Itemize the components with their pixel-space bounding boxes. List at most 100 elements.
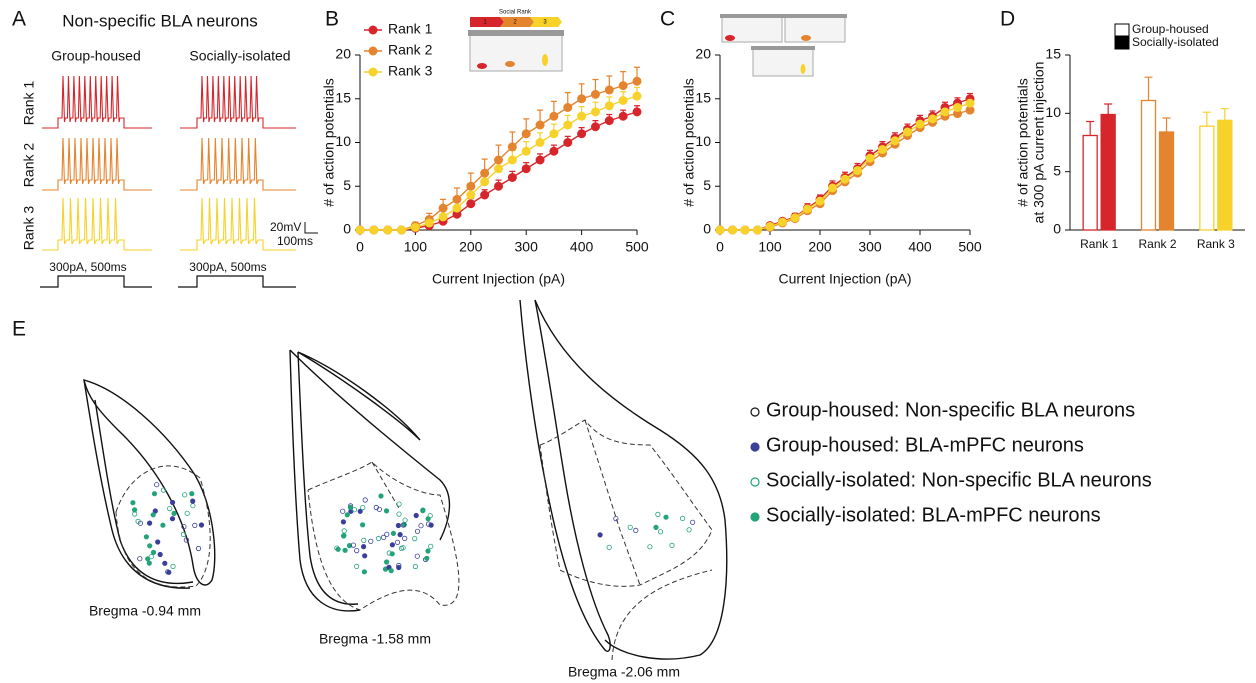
data-point (590, 107, 600, 117)
data-point (953, 103, 962, 112)
y-tick-label: 5 (703, 177, 711, 193)
voltage-trace (180, 75, 296, 129)
y-tick-label: 0 (343, 221, 351, 237)
legend-marker (368, 25, 378, 35)
cell-dot (388, 568, 394, 574)
data-point (466, 199, 476, 209)
data-point (494, 164, 503, 174)
y-tick-label: 0 (1053, 221, 1061, 237)
bla-boundary (584, 419, 713, 661)
cell-dot (342, 547, 348, 553)
cell-dot (378, 493, 384, 499)
data-point (480, 190, 490, 200)
rank-arrow (530, 17, 562, 27)
mouse (725, 35, 735, 41)
legend-label: Socially-isolated: BLA-mPFC neurons (766, 504, 1101, 526)
x-tick-label: 300 (858, 239, 882, 255)
section-label: Bregma -2.06 mm (568, 664, 680, 680)
legend-label: Group-housed: Non-specific BLA neurons (766, 399, 1135, 421)
data-point (618, 96, 628, 105)
data-point (355, 225, 365, 235)
panel-letter: A (12, 8, 26, 31)
cell-dot (394, 539, 401, 545)
stimulus-trace (40, 275, 152, 288)
cell-dot (154, 482, 160, 488)
cell-dot (360, 504, 366, 511)
error-bar (1220, 108, 1229, 121)
data-point (765, 222, 775, 231)
data-point (903, 127, 912, 137)
cell-dot (613, 515, 619, 522)
data-point (438, 203, 448, 213)
inset-cartoon (720, 14, 847, 77)
bar (1140, 99, 1157, 231)
data-point (965, 98, 975, 108)
mouse (542, 54, 548, 66)
section-outline (297, 351, 359, 605)
cage-lid (783, 14, 847, 18)
voltage-trace (180, 197, 296, 251)
cell-dot (679, 515, 686, 522)
section-outline (297, 351, 421, 441)
legend-label: Socially-isolated: Non-specific BLA neur… (766, 469, 1152, 491)
data-point (549, 129, 559, 139)
legend-label: Group-housed (1132, 22, 1209, 36)
data-point (778, 217, 787, 227)
legend-marker (750, 407, 760, 417)
data-point (865, 153, 875, 163)
data-point (618, 111, 628, 121)
data-point (590, 122, 600, 132)
data-point (577, 94, 587, 104)
data-point (369, 225, 379, 235)
cell-dot (157, 551, 163, 558)
cell-dot (686, 527, 692, 533)
bar (1199, 125, 1215, 231)
cell-dot (597, 532, 603, 538)
panel-letter: B (325, 8, 339, 31)
cell-dot (647, 544, 653, 550)
data-point (928, 114, 937, 124)
cell-dot (689, 519, 696, 525)
legend-marker (368, 67, 378, 77)
section-label: Bregma -0.94 mm (89, 603, 201, 619)
cage-lid (468, 30, 564, 36)
panel-letter: D (1000, 8, 1015, 31)
data-point (632, 107, 642, 117)
cell-dot (169, 516, 176, 522)
inset-rank: 3 (543, 20, 547, 26)
legend-label: Rank 2 (388, 42, 433, 58)
cell-dot (418, 523, 424, 529)
cell-dot (340, 508, 346, 514)
cell-dot (171, 510, 177, 517)
cell-dot (361, 537, 367, 544)
error-bar (1202, 111, 1211, 127)
data-point (494, 155, 503, 165)
x-tick-label: 400 (908, 239, 932, 255)
x-axis-label: Current Injection (pA) (432, 271, 565, 287)
y-axis-label: # of action potentials (1015, 78, 1031, 206)
cell-dot (160, 487, 167, 493)
legend-label: Socially-isolated (1132, 35, 1219, 49)
cell-dot (351, 507, 357, 513)
y-tick-label: 15 (1045, 46, 1061, 62)
cell-dot (340, 519, 346, 525)
cell-dot (383, 508, 390, 514)
cell-dot (400, 545, 406, 551)
rank-arrow (500, 17, 534, 27)
voltage-trace (42, 197, 152, 251)
inset-title: Social Rank (499, 10, 532, 16)
legend-swatch (1114, 36, 1130, 50)
cell-dot (383, 559, 390, 565)
data-point (521, 129, 531, 139)
data-point (563, 120, 573, 130)
cell-dot (655, 511, 661, 518)
cell-dot (150, 549, 157, 556)
cell-dot (335, 546, 341, 552)
data-point (452, 203, 462, 213)
cell-dot (182, 492, 188, 498)
data-point (590, 89, 600, 99)
legend-label: Rank 3 (388, 63, 433, 79)
rank-arrow (470, 17, 504, 27)
cell-dot (148, 554, 154, 560)
